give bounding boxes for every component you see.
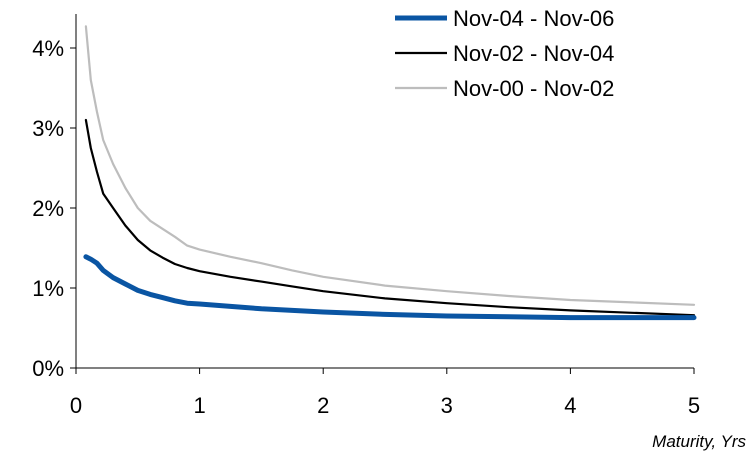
chart-axes [75,14,694,369]
x-tick-label: 5 [688,393,700,418]
x-axis-ticks: 0 1 2 3 4 5 [70,368,700,418]
y-tick-label: 2% [32,196,64,221]
y-tick-label: 4% [32,36,64,61]
y-tick-label: 3% [32,116,64,141]
y-tick-label: 0% [32,356,64,381]
series-line-2 [84,118,696,317]
series-line-1 [83,254,697,321]
x-tick-label: 4 [564,393,576,418]
y-tick-label: 1% [32,276,64,301]
x-tick-label: 1 [193,393,205,418]
x-tick-label: 0 [70,393,82,418]
legend-label-3: Nov-00 - Nov-02 [453,76,614,101]
x-tick-label: 3 [441,393,453,418]
x-axis-label: Maturity, Yrs [652,432,746,451]
series-lines [83,25,697,321]
series-line-3 [84,25,696,306]
legend: Nov-04 - Nov-06 Nov-02 - Nov-04 Nov-00 - N… [395,6,614,101]
y-axis-ticks: 0% 1% 2% 3% 4% [32,36,76,381]
legend-label-2: Nov-02 - Nov-04 [453,41,614,66]
legend-label-1: Nov-04 - Nov-06 [453,6,614,31]
x-tick-label: 2 [317,393,329,418]
